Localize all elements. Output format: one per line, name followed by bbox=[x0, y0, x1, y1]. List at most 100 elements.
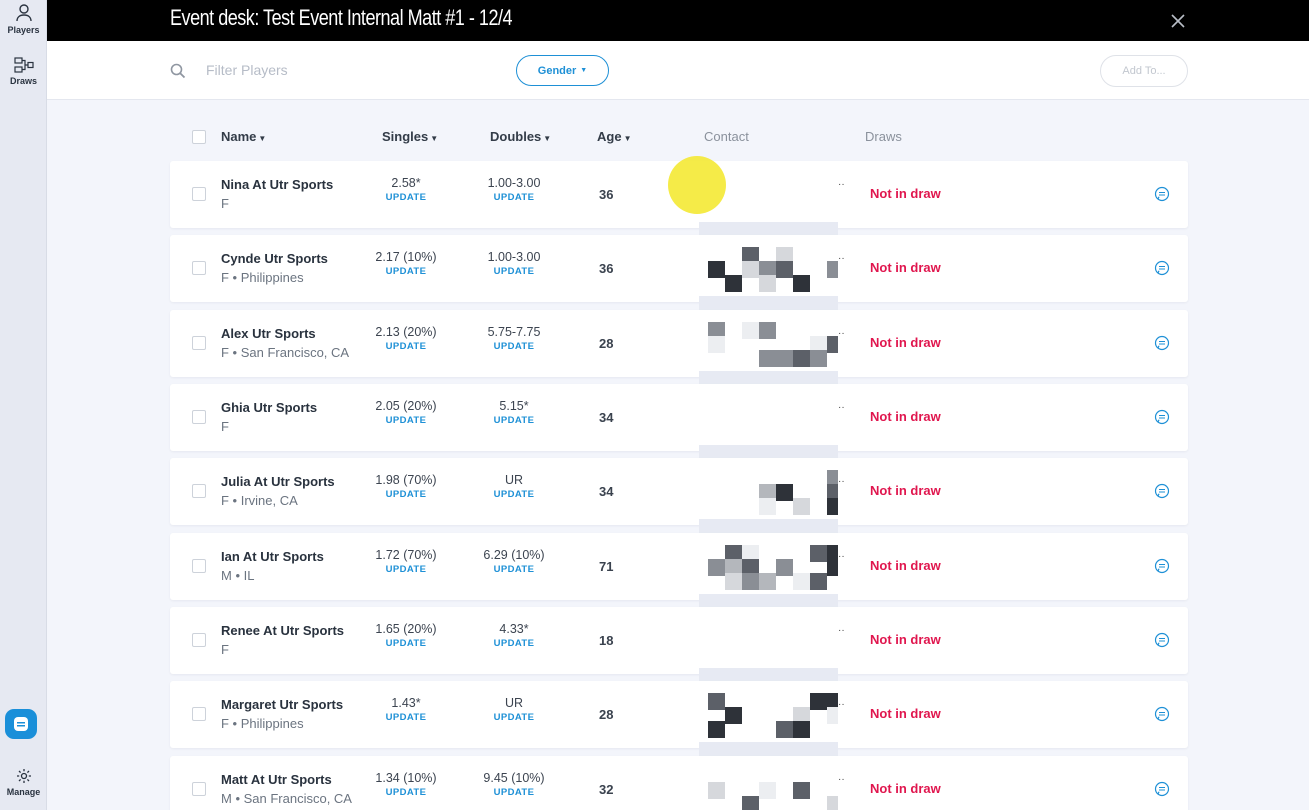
column-header-name[interactable]: Name ▼ bbox=[221, 129, 267, 144]
redaction-pixel bbox=[827, 545, 838, 562]
sidebar-item-draws[interactable]: Draws bbox=[0, 57, 47, 86]
singles-value: 2.58* bbox=[391, 176, 421, 190]
table-row[interactable]: Ghia Utr Sports F 2.05 (20%) UPDATE 5.15* UPD… bbox=[170, 384, 1188, 451]
doubles-value: 1.00-3.00 bbox=[487, 250, 541, 264]
redaction-pixel bbox=[742, 261, 759, 278]
redaction-pixel bbox=[810, 336, 827, 353]
message-icon[interactable] bbox=[1154, 186, 1170, 202]
player-name[interactable]: Ghia Utr Sports bbox=[221, 400, 318, 415]
table-row[interactable]: Julia At Utr Sports F • Irvine, CA 1.98 (7… bbox=[170, 458, 1188, 525]
player-name[interactable]: Alex Utr Sports bbox=[221, 326, 316, 341]
redaction-pixel bbox=[810, 545, 827, 562]
contact-redacted bbox=[699, 384, 838, 451]
redaction-pixel bbox=[708, 261, 725, 278]
doubles-value: 9.45 (10%) bbox=[483, 771, 545, 785]
table-row[interactable]: Matt At Utr Sports M • San Francisco, CA 1… bbox=[170, 756, 1188, 810]
close-button[interactable] bbox=[1168, 11, 1188, 31]
update-singles-link[interactable]: UPDATE bbox=[385, 638, 427, 649]
update-singles-link[interactable]: UPDATE bbox=[385, 564, 427, 575]
message-icon[interactable] bbox=[1154, 409, 1170, 425]
sidebar-item-players[interactable]: Players bbox=[0, 4, 47, 35]
table-row[interactable]: Renee At Utr Sports F 1.65 (20%) UPDATE 4.33… bbox=[170, 607, 1188, 674]
redaction-pixel bbox=[708, 721, 725, 738]
row-checkbox[interactable] bbox=[192, 782, 206, 796]
update-doubles-link[interactable]: UPDATE bbox=[493, 564, 535, 575]
table-row[interactable]: Ian At Utr Sports M • IL 1.72 (70%) UPDATE 6… bbox=[170, 533, 1188, 600]
row-checkbox[interactable] bbox=[192, 633, 206, 647]
singles-rating: 2.05 (20%) UPDATE bbox=[366, 399, 446, 426]
row-checkbox[interactable] bbox=[192, 707, 206, 721]
doubles-value: 1.00-3.00 bbox=[487, 176, 541, 190]
update-doubles-link[interactable]: UPDATE bbox=[493, 415, 535, 426]
message-icon[interactable] bbox=[1154, 558, 1170, 574]
update-doubles-link[interactable]: UPDATE bbox=[493, 341, 535, 352]
message-icon[interactable] bbox=[1154, 483, 1170, 499]
search-input[interactable] bbox=[206, 59, 466, 81]
doubles-value: 5.75-7.75 bbox=[487, 325, 541, 339]
player-name[interactable]: Margaret Utr Sports bbox=[221, 697, 344, 712]
update-singles-link[interactable]: UPDATE bbox=[385, 787, 427, 798]
chat-button[interactable] bbox=[5, 709, 37, 739]
player-age: 32 bbox=[599, 782, 614, 797]
row-checkbox[interactable] bbox=[192, 187, 206, 201]
row-checkbox[interactable] bbox=[192, 336, 206, 350]
player-age: 71 bbox=[599, 559, 614, 574]
update-doubles-link[interactable]: UPDATE bbox=[493, 192, 535, 203]
update-singles-link[interactable]: UPDATE bbox=[385, 341, 427, 352]
chat-icon bbox=[14, 717, 28, 731]
redaction-pixel bbox=[742, 796, 759, 810]
row-checkbox[interactable] bbox=[192, 261, 206, 275]
gender-filter-button[interactable]: Gender ▼ bbox=[516, 55, 609, 86]
player-name[interactable]: Renee At Utr Sports bbox=[221, 623, 345, 638]
player-name[interactable]: Nina At Utr Sports bbox=[221, 177, 334, 192]
message-icon[interactable] bbox=[1154, 781, 1170, 797]
table-row[interactable]: Cynde Utr Sports F • Philippines 2.17 (10%… bbox=[170, 235, 1188, 302]
redaction-pixel bbox=[810, 573, 827, 590]
redaction-pixel bbox=[827, 484, 838, 501]
doubles-rating: 5.15* UPDATE bbox=[474, 399, 554, 426]
table-row[interactable]: Margaret Utr Sports F • Philippines 1.43* U… bbox=[170, 681, 1188, 748]
singles-value: 1.43* bbox=[391, 696, 421, 710]
contact-redacted bbox=[699, 607, 838, 674]
singles-value: 2.13 (20%) bbox=[375, 325, 437, 339]
column-header-draws: Draws bbox=[865, 129, 902, 144]
update-doubles-link[interactable]: UPDATE bbox=[493, 638, 535, 649]
column-header-doubles[interactable]: Doubles ▼ bbox=[490, 129, 552, 144]
message-icon[interactable] bbox=[1154, 260, 1170, 276]
player-name[interactable]: Julia At Utr Sports bbox=[221, 474, 335, 489]
update-doubles-link[interactable]: UPDATE bbox=[493, 489, 535, 500]
redaction-pixel bbox=[827, 559, 838, 576]
update-singles-link[interactable]: UPDATE bbox=[385, 415, 427, 426]
row-checkbox[interactable] bbox=[192, 559, 206, 573]
select-all-checkbox[interactable] bbox=[192, 130, 206, 144]
row-checkbox[interactable] bbox=[192, 484, 206, 498]
message-icon[interactable] bbox=[1154, 706, 1170, 722]
message-icon[interactable] bbox=[1154, 335, 1170, 351]
redaction-pixel bbox=[793, 275, 810, 292]
player-name[interactable]: Ian At Utr Sports bbox=[221, 549, 324, 564]
update-singles-link[interactable]: UPDATE bbox=[385, 489, 427, 500]
table-row[interactable]: Alex Utr Sports F • San Francisco, CA 2.13… bbox=[170, 310, 1188, 377]
singles-value: 1.65 (20%) bbox=[375, 622, 437, 636]
player-name[interactable]: Cynde Utr Sports bbox=[221, 251, 328, 266]
doubles-rating: UR UPDATE bbox=[474, 473, 554, 500]
update-doubles-link[interactable]: UPDATE bbox=[493, 787, 535, 798]
draw-status-badge: Not in draw bbox=[870, 558, 941, 573]
redaction-pixel bbox=[776, 721, 793, 738]
update-singles-link[interactable]: UPDATE bbox=[385, 266, 427, 277]
column-header-age[interactable]: Age ▼ bbox=[597, 129, 632, 144]
update-singles-link[interactable]: UPDATE bbox=[385, 192, 427, 203]
message-icon[interactable] bbox=[1154, 632, 1170, 648]
add-to-button[interactable]: Add To... bbox=[1100, 55, 1188, 87]
player-details: F • Irvine, CA bbox=[221, 493, 298, 508]
redaction-pixel bbox=[708, 693, 725, 710]
sidebar-item-manage[interactable]: Manage bbox=[0, 768, 47, 797]
player-name[interactable]: Matt At Utr Sports bbox=[221, 772, 332, 787]
row-checkbox[interactable] bbox=[192, 410, 206, 424]
contact-redacted bbox=[699, 310, 838, 377]
column-header-singles[interactable]: Singles ▼ bbox=[382, 129, 439, 144]
update-doubles-link[interactable]: UPDATE bbox=[493, 712, 535, 723]
update-singles-link[interactable]: UPDATE bbox=[385, 712, 427, 723]
update-doubles-link[interactable]: UPDATE bbox=[493, 266, 535, 277]
redaction-pixel bbox=[793, 350, 810, 367]
